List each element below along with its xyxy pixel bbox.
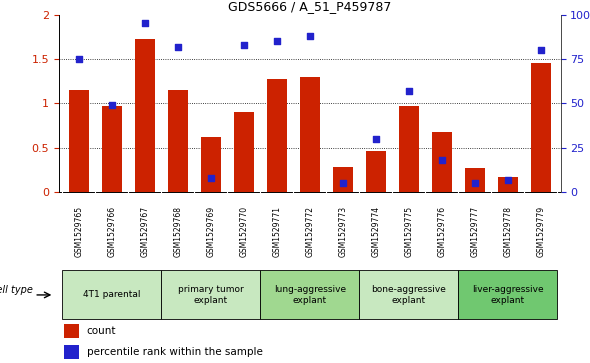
Bar — [64, 345, 79, 359]
Bar — [359, 270, 458, 319]
Point — [437, 158, 447, 163]
Point — [371, 136, 381, 142]
Point — [470, 181, 480, 187]
Bar — [432, 132, 451, 192]
Text: liver-aggressive
explant: liver-aggressive explant — [472, 285, 543, 305]
Point — [305, 33, 314, 39]
Bar — [267, 79, 287, 192]
Point — [74, 56, 84, 62]
Bar — [69, 90, 88, 192]
Bar — [399, 106, 419, 192]
Bar — [260, 270, 359, 319]
Text: primary tumor
explant: primary tumor explant — [178, 285, 244, 305]
Title: GDS5666 / A_51_P459787: GDS5666 / A_51_P459787 — [228, 0, 391, 13]
Bar — [102, 106, 122, 192]
Text: percentile rank within the sample: percentile rank within the sample — [87, 347, 263, 357]
Bar — [465, 168, 484, 192]
Text: GSM1529773: GSM1529773 — [338, 206, 348, 257]
Bar — [366, 151, 386, 192]
Text: bone-aggressive
explant: bone-aggressive explant — [371, 285, 446, 305]
Bar — [201, 137, 221, 192]
Text: GSM1529779: GSM1529779 — [536, 206, 545, 257]
Text: GSM1529776: GSM1529776 — [437, 206, 446, 257]
Bar — [531, 64, 550, 192]
Bar — [458, 270, 557, 319]
Point — [503, 177, 513, 183]
Text: GSM1529766: GSM1529766 — [107, 206, 116, 257]
Point — [206, 175, 215, 181]
Text: lung-aggressive
explant: lung-aggressive explant — [274, 285, 346, 305]
Text: cell type: cell type — [0, 285, 32, 295]
Point — [404, 88, 414, 94]
Point — [173, 44, 182, 49]
Text: GSM1529768: GSM1529768 — [173, 206, 182, 257]
Point — [107, 102, 116, 108]
Bar — [168, 90, 188, 192]
Text: GSM1529771: GSM1529771 — [272, 206, 281, 257]
Bar — [161, 270, 260, 319]
Text: GSM1529770: GSM1529770 — [240, 206, 248, 257]
Bar — [300, 77, 320, 192]
Bar — [333, 167, 353, 192]
Point — [338, 181, 348, 187]
Point — [536, 47, 545, 53]
Bar — [135, 38, 155, 192]
Point — [239, 42, 248, 48]
Text: GSM1529777: GSM1529777 — [470, 206, 479, 257]
Bar — [64, 324, 79, 338]
Text: count: count — [87, 326, 116, 336]
Text: GSM1529775: GSM1529775 — [404, 206, 413, 257]
Text: GSM1529765: GSM1529765 — [74, 206, 83, 257]
Bar — [63, 270, 161, 319]
Text: GSM1529769: GSM1529769 — [206, 206, 215, 257]
Text: GSM1529767: GSM1529767 — [140, 206, 149, 257]
Text: GSM1529772: GSM1529772 — [305, 206, 314, 257]
Bar — [498, 177, 517, 192]
Text: 4T1 parental: 4T1 parental — [83, 290, 140, 299]
Text: GSM1529774: GSM1529774 — [371, 206, 380, 257]
Bar — [234, 113, 254, 192]
Point — [272, 38, 281, 44]
Point — [140, 21, 149, 26]
Text: GSM1529778: GSM1529778 — [503, 206, 512, 257]
